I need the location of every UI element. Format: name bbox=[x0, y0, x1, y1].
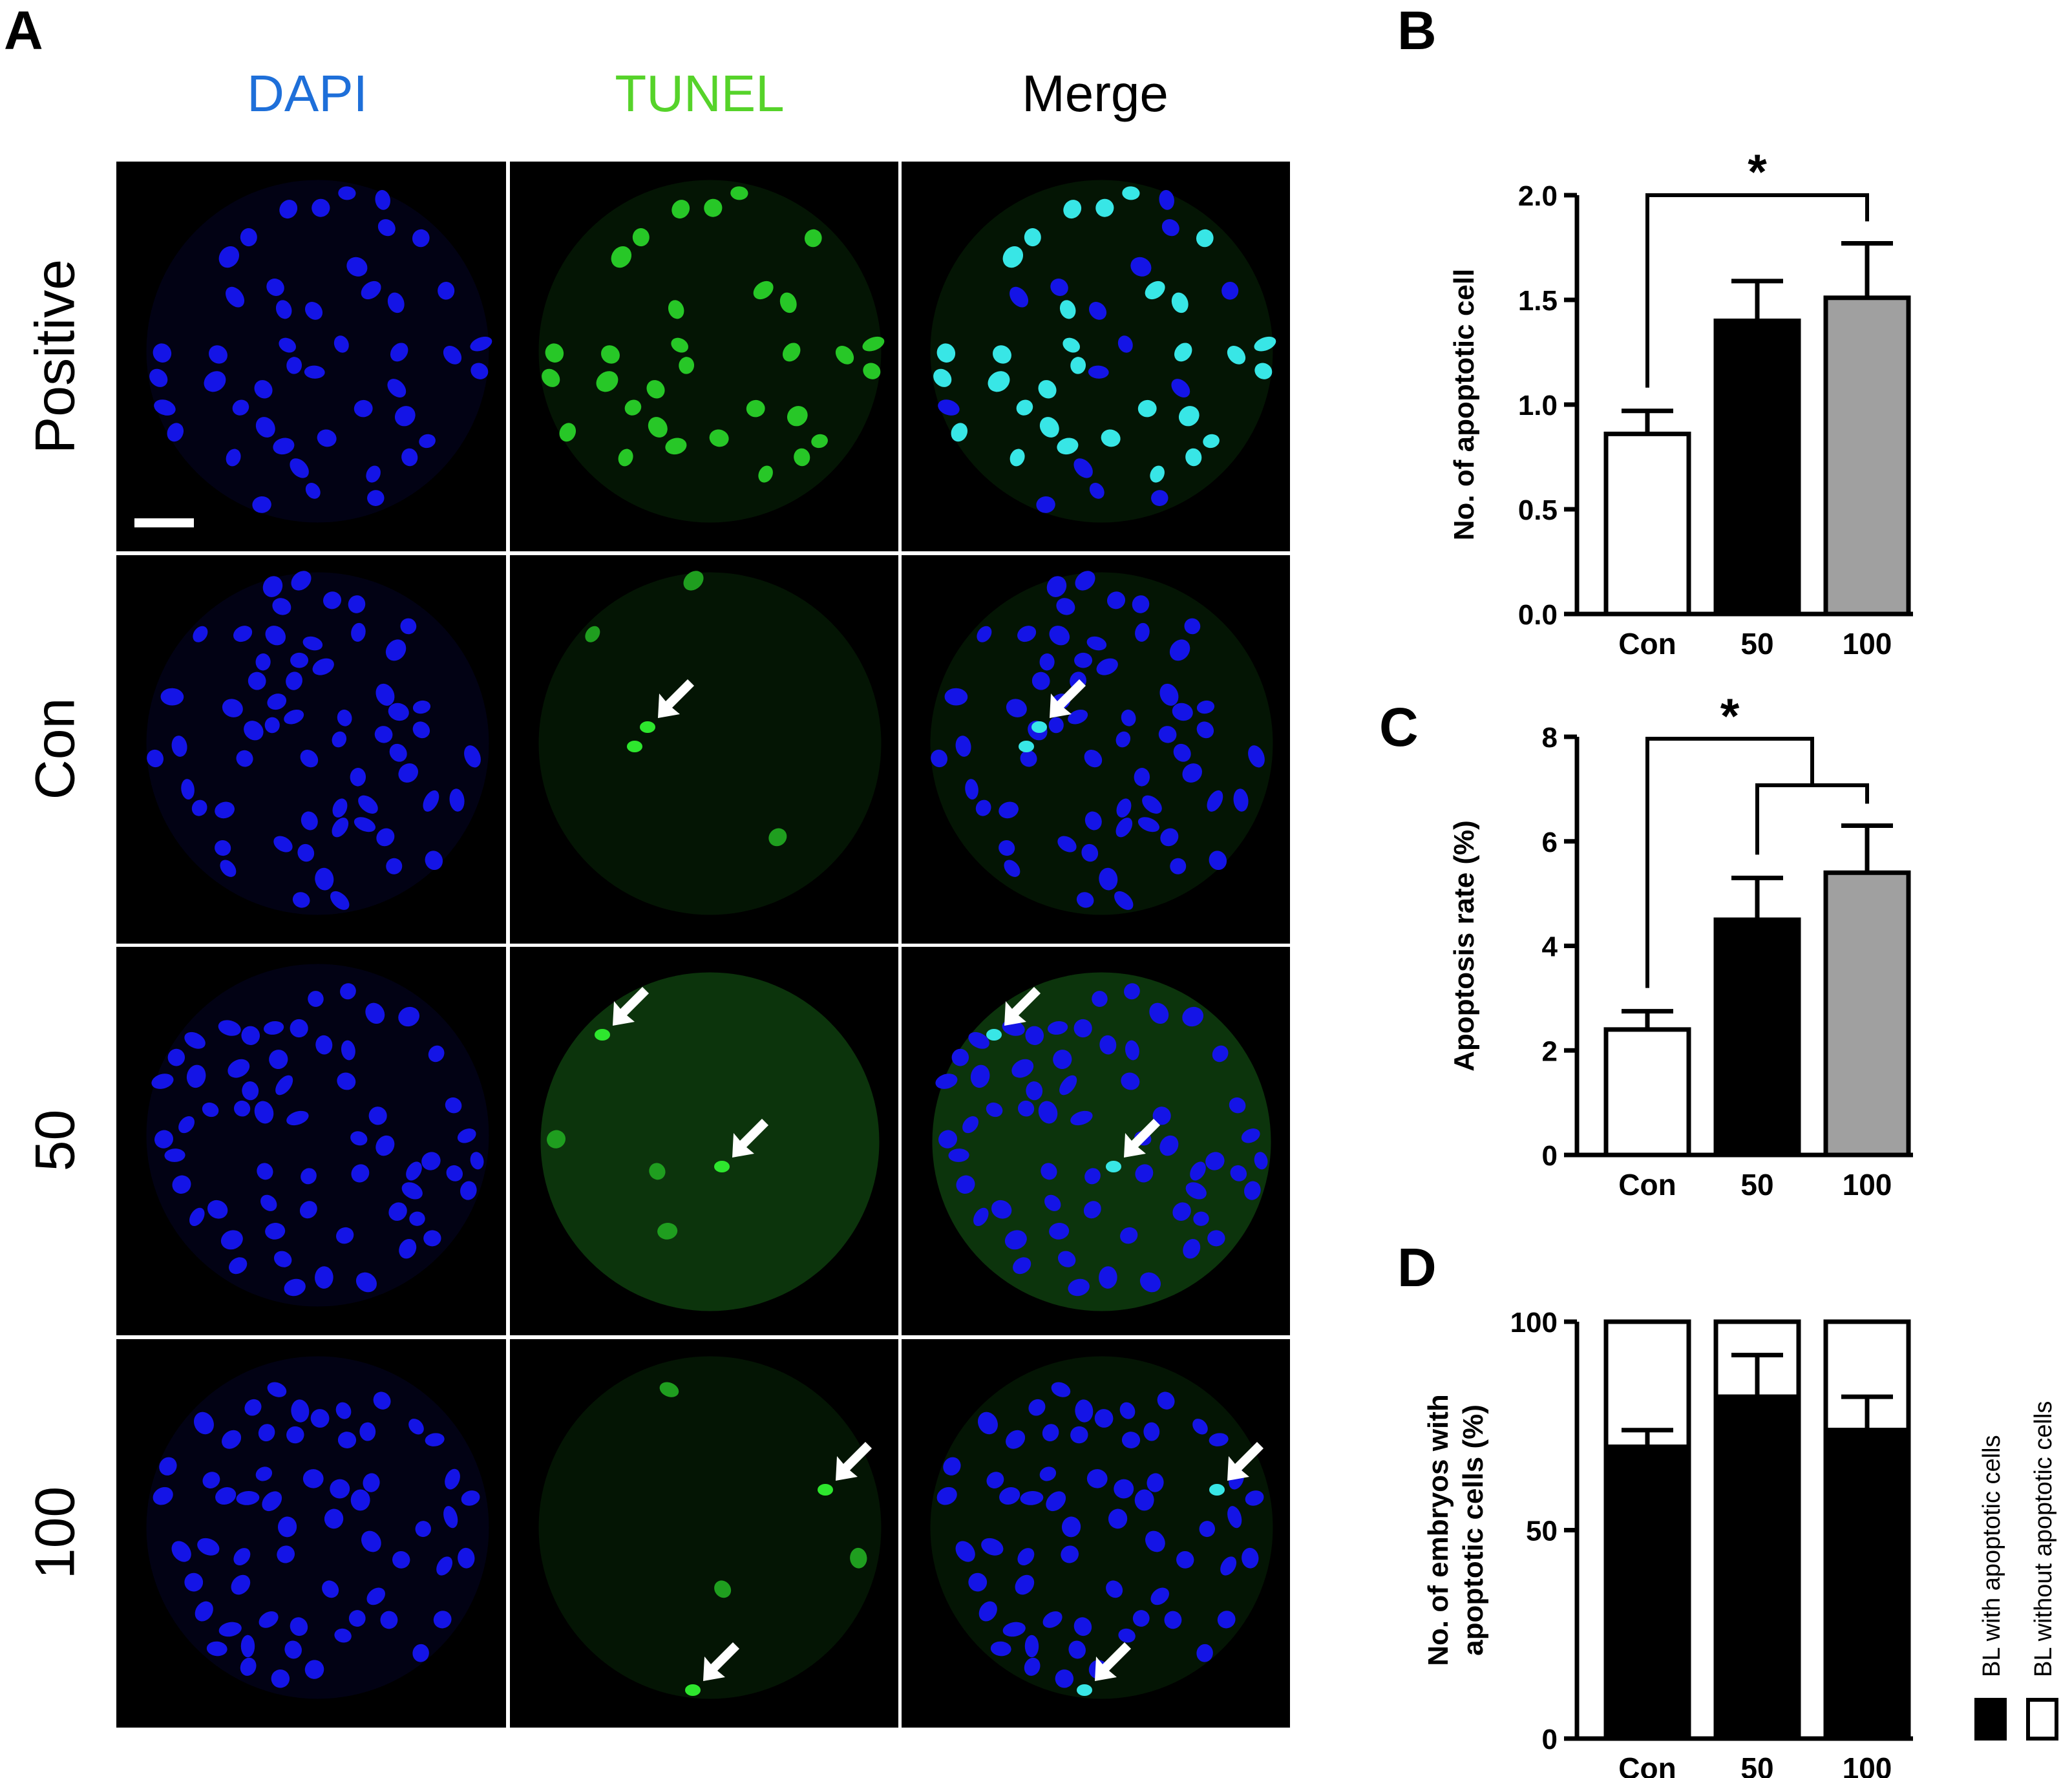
y-tick-label: 100 bbox=[1510, 1307, 1558, 1339]
bar-100 bbox=[1823, 870, 1911, 1158]
y-tick-label: 1.5 bbox=[1518, 285, 1558, 317]
x-tick-label: 50 bbox=[1740, 1168, 1773, 1201]
y-tick-label: 0.0 bbox=[1518, 599, 1558, 631]
row-label-100: 100 bbox=[25, 1487, 87, 1580]
micrograph-100-dapi bbox=[116, 1338, 506, 1728]
y-tick-label: 2.0 bbox=[1518, 180, 1558, 212]
x-tick-label: 50 bbox=[1740, 1752, 1773, 1778]
arrow-icon bbox=[613, 987, 649, 1026]
bar-50 bbox=[1713, 318, 1801, 617]
arrow-icon bbox=[836, 1442, 872, 1481]
arrow-icon bbox=[658, 679, 694, 718]
legend-swatch-with bbox=[1974, 1698, 2007, 1741]
x-tick-label: 100 bbox=[1843, 1752, 1892, 1778]
bar-segment-with-100 bbox=[1823, 1428, 1911, 1741]
significance-bracket bbox=[1645, 193, 1869, 388]
panel-letter-d: D bbox=[1397, 1237, 1437, 1298]
arrow-icon bbox=[1124, 1119, 1160, 1158]
y-tick-label: 8 bbox=[1542, 722, 1558, 754]
legend-label-with: BL with apoptotic cells bbox=[1978, 1435, 2005, 1677]
significance-bracket-inner bbox=[1755, 783, 1869, 855]
bar-segment-with-con bbox=[1603, 1445, 1691, 1741]
x-tick-label: Con bbox=[1618, 1168, 1676, 1201]
micrograph-positive-tunel bbox=[509, 162, 898, 551]
y-tick-label: 6 bbox=[1542, 827, 1558, 858]
micrograph-con-tunel bbox=[509, 554, 898, 944]
micrograph-100-merge bbox=[900, 1338, 1290, 1728]
legend-swatch-without bbox=[2026, 1698, 2058, 1741]
arrow-icon bbox=[732, 1119, 768, 1158]
legend-label-without: BL without apoptotic cells bbox=[2030, 1401, 2057, 1677]
micrograph-con-dapi bbox=[116, 554, 506, 944]
row-label-positive: Positive bbox=[25, 259, 87, 454]
chart-b: 0.0 0.5 1.0 1.5 2.0 Con 50 100 No. of apoptotic … bbox=[1448, 145, 1913, 661]
column-label-merge: Merge bbox=[1022, 65, 1168, 122]
panel-letter-a: A bbox=[4, 0, 43, 61]
chart-d: 0 50 100 Con 50 100 No. of embryos with apoptot… bbox=[1422, 1307, 2058, 1778]
arrow-icon bbox=[703, 1642, 739, 1681]
x-tick-label: 100 bbox=[1843, 1168, 1892, 1201]
significance-marker: * bbox=[1720, 689, 1740, 744]
x-tick-label: 100 bbox=[1843, 627, 1892, 661]
micrograph-50-dapi bbox=[116, 946, 506, 1335]
y-axis-title: No. of apoptotic cell bbox=[1448, 269, 1480, 540]
column-label-tunel: TUNEL bbox=[615, 65, 784, 122]
column-label-dapi: DAPI bbox=[247, 65, 368, 122]
y-axis-title: Apoptosis rate (%) bbox=[1448, 820, 1480, 1072]
y-axis-title: No. of embryos with bbox=[1422, 1394, 1454, 1666]
y-tick-label: 0 bbox=[1542, 1140, 1558, 1172]
y-tick-label: 4 bbox=[1542, 931, 1558, 963]
row-label-con: Con bbox=[25, 698, 87, 800]
bar-50 bbox=[1713, 917, 1801, 1158]
panel-letter-b: B bbox=[1397, 0, 1437, 61]
microscopy-grid: DAPI TUNEL Merge Positive Con 50 100 bbox=[25, 65, 1293, 1728]
arrow-icon bbox=[1227, 1442, 1263, 1481]
bar-100 bbox=[1823, 295, 1911, 617]
micrograph-50-merge bbox=[900, 946, 1290, 1335]
arrow-icon bbox=[1050, 679, 1086, 718]
micrograph-50-tunel bbox=[509, 946, 898, 1335]
scale-bar bbox=[134, 518, 194, 527]
significance-marker: * bbox=[1748, 145, 1767, 200]
y-tick-label: 2 bbox=[1542, 1035, 1558, 1067]
significance-bracket bbox=[1645, 737, 1814, 988]
y-tick-label: 0 bbox=[1542, 1724, 1558, 1755]
micrograph-positive-dapi bbox=[116, 162, 506, 551]
x-tick-label: 50 bbox=[1740, 627, 1773, 661]
y-tick-label: 0.5 bbox=[1518, 494, 1558, 526]
panel-letter-c: C bbox=[1379, 697, 1419, 757]
y-axis-title: apoptotic cells (%) bbox=[1457, 1404, 1489, 1656]
x-tick-label: Con bbox=[1618, 1752, 1676, 1778]
micrograph-positive-merge bbox=[900, 162, 1290, 551]
arrow-icon bbox=[1004, 987, 1041, 1026]
bar-con bbox=[1603, 431, 1691, 617]
row-label-50: 50 bbox=[25, 1110, 87, 1172]
y-tick-label: 1.0 bbox=[1518, 390, 1558, 421]
x-tick-label: Con bbox=[1618, 627, 1676, 661]
bar-segment-with-50 bbox=[1713, 1394, 1801, 1741]
y-tick-label: 50 bbox=[1526, 1516, 1558, 1547]
chart-c: 0 2 4 6 8 Con 50 100 Apoptosis rate (%) * bbox=[1448, 689, 1913, 1201]
micrograph-con-merge bbox=[900, 554, 1290, 944]
bar-con bbox=[1603, 1027, 1691, 1158]
micrograph-100-tunel bbox=[509, 1338, 898, 1728]
arrow-icon bbox=[1095, 1642, 1131, 1681]
bar-segment-without-con bbox=[1603, 1319, 1691, 1449]
